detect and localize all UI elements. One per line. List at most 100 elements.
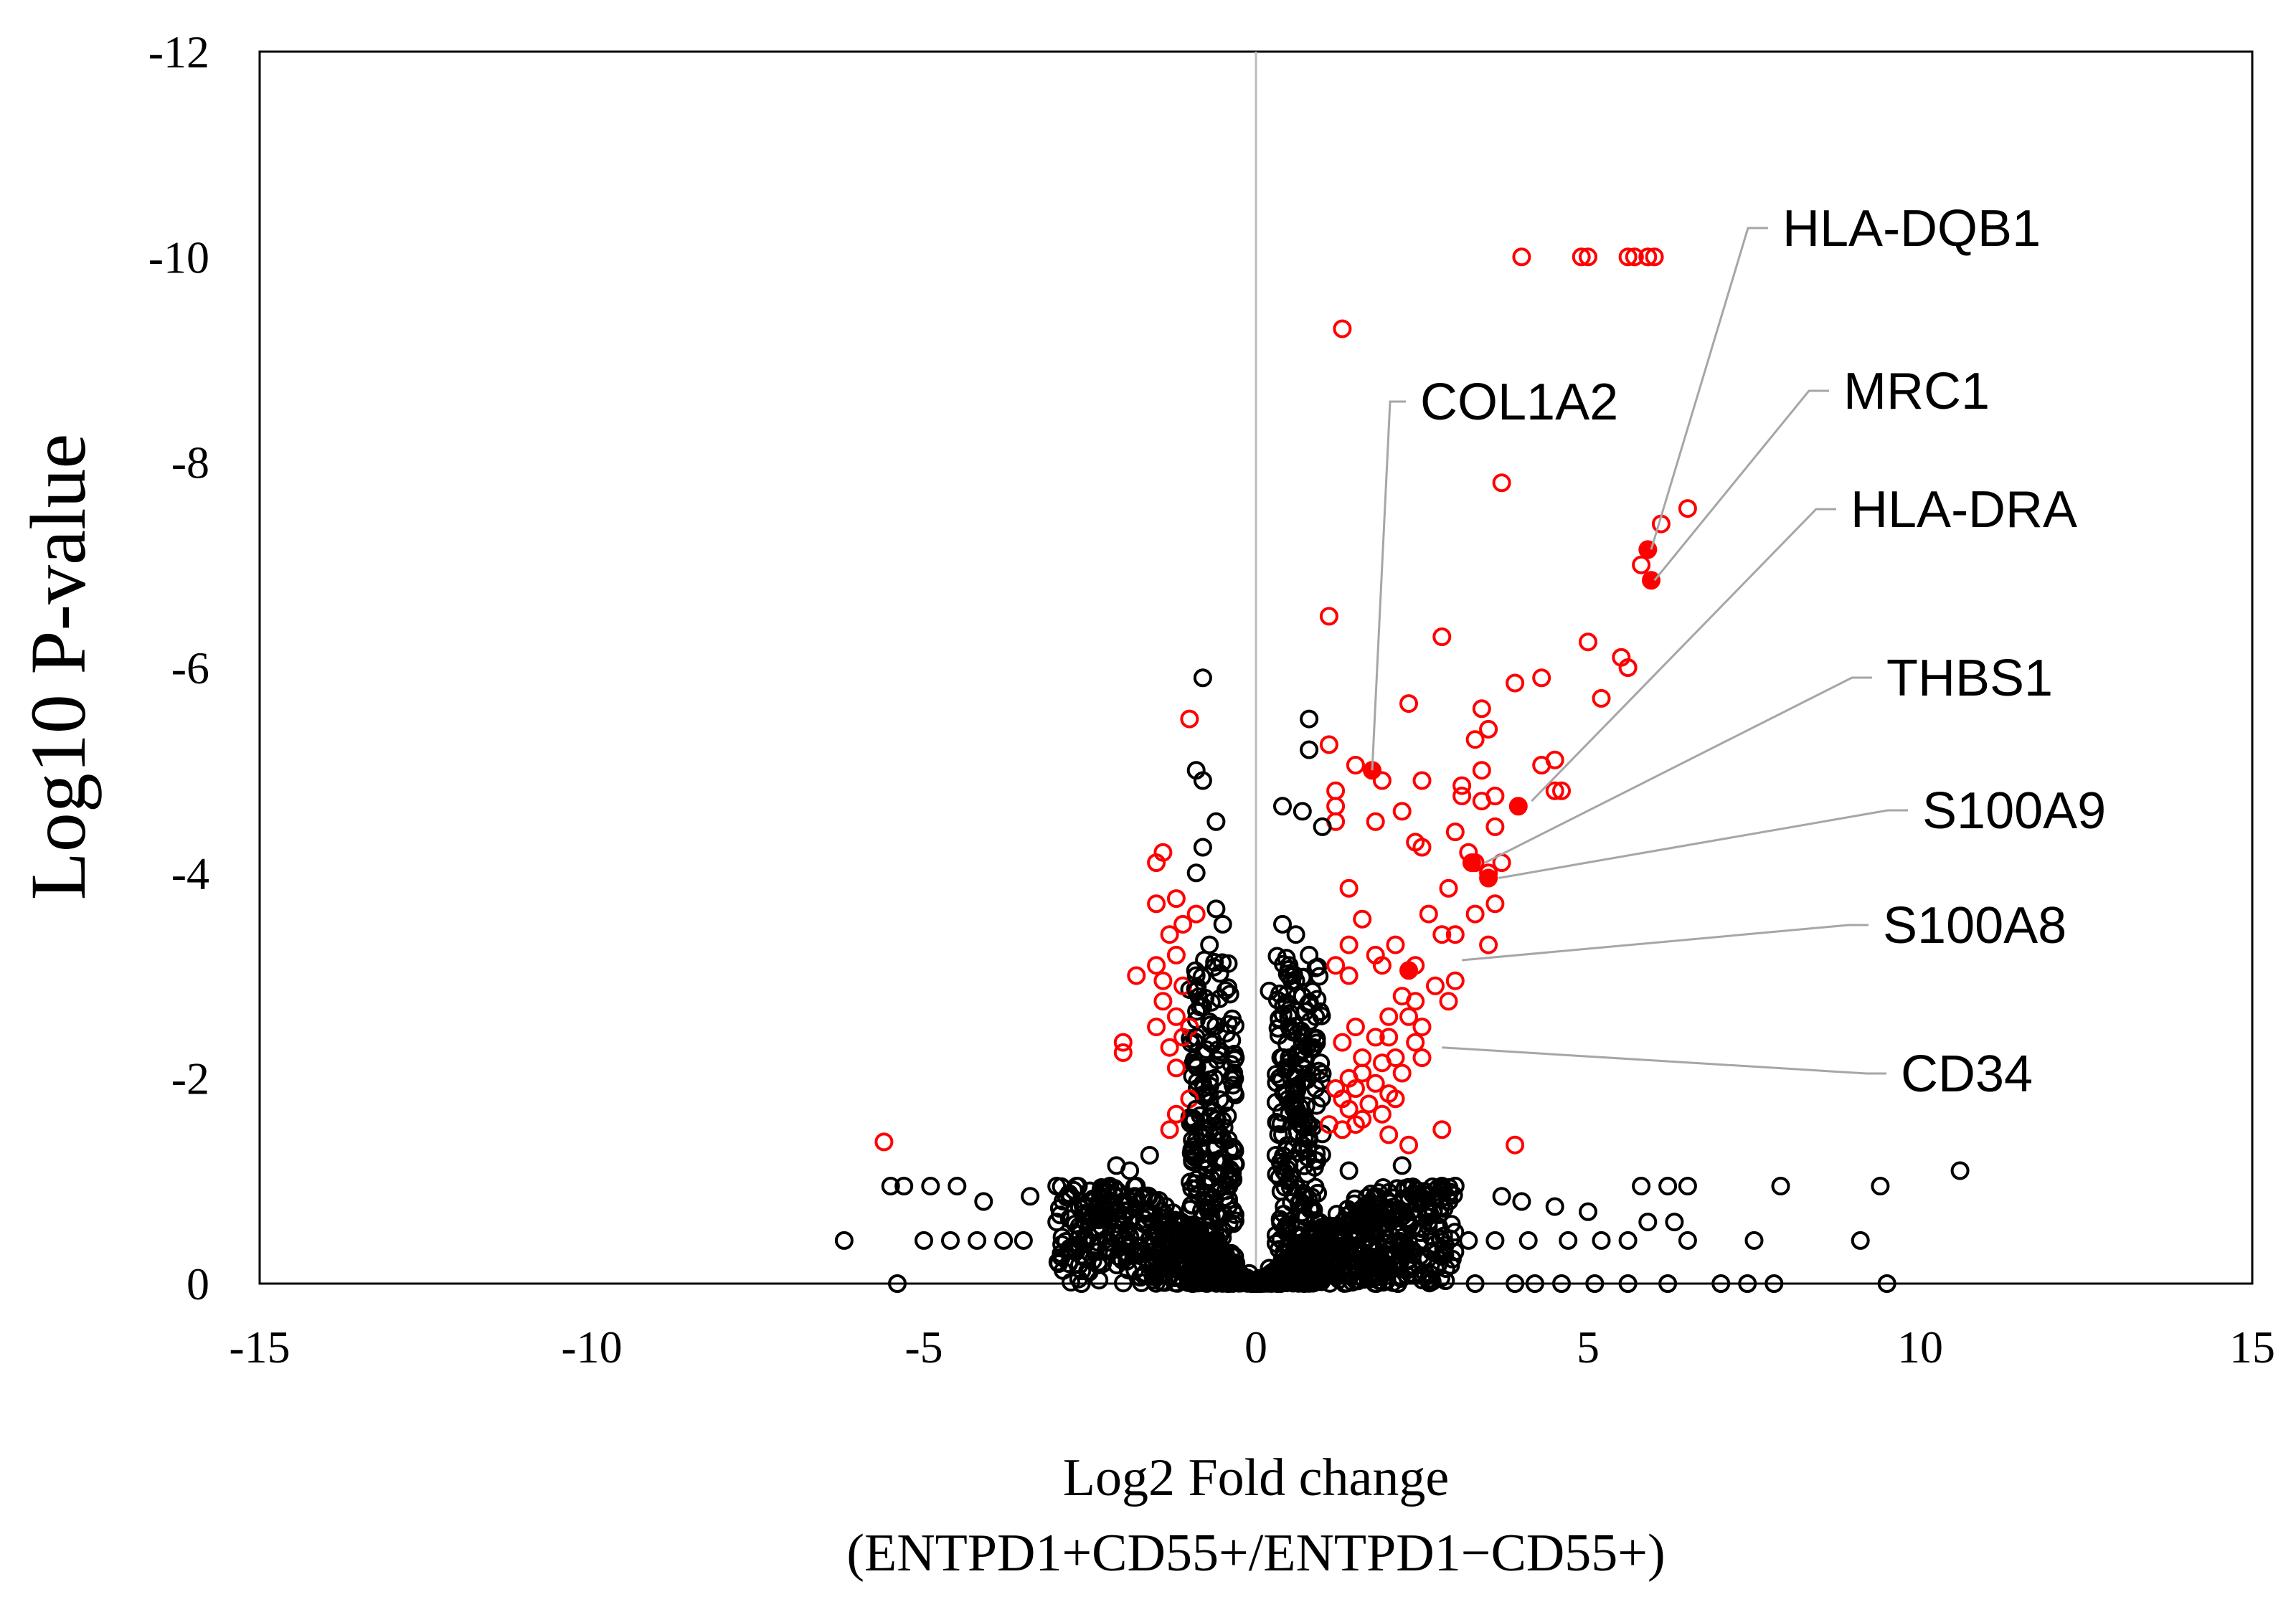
data-point: [1047, 1213, 1067, 1232]
data-point: [1618, 1231, 1638, 1250]
background-point: [1311, 1053, 1331, 1073]
x-tick-label: 5: [1577, 1322, 1600, 1373]
annotation-leader-line: [1484, 676, 1872, 864]
background-point: [1115, 1202, 1135, 1221]
background-point: [1140, 1253, 1159, 1273]
x-tick-label: -10: [561, 1322, 622, 1373]
data-point: [1293, 1033, 1312, 1052]
background-point: [1267, 1165, 1286, 1184]
background-point: [1181, 1172, 1200, 1192]
annotation-leader-line: [1531, 508, 1836, 802]
data-point: [1346, 1018, 1365, 1037]
data-point: [1678, 499, 1697, 518]
data-point: [1300, 1115, 1319, 1134]
data-point: [1286, 925, 1305, 944]
data-point: [1439, 992, 1458, 1011]
data-point: [1147, 956, 1166, 975]
data-point: [1412, 838, 1432, 857]
background-point: [1184, 1111, 1204, 1130]
highlighted-gene-point: [1508, 797, 1528, 816]
gene-label: S100A8: [1883, 897, 2066, 954]
data-point: [1372, 956, 1392, 975]
x-axis-title-line2: (ENTPD1+CD55+/ENTPD1−CD55+): [846, 1524, 1665, 1583]
data-point: [1153, 1213, 1173, 1232]
background-point: [1135, 1210, 1154, 1229]
data-point: [1200, 1120, 1219, 1139]
data-point: [874, 1132, 894, 1152]
data-point: [1280, 1018, 1299, 1037]
gene-label: HLA-DRA: [1851, 481, 2077, 539]
gene-label: HLA-DQB1: [1782, 200, 2041, 257]
data-point: [1319, 607, 1338, 626]
data-point: [881, 1177, 900, 1195]
background-point: [1107, 1256, 1126, 1275]
data-point: [1678, 1177, 1697, 1195]
data-point: [1326, 1218, 1346, 1237]
data-point: [1193, 1238, 1212, 1257]
data-point: [1392, 1063, 1412, 1083]
x-axis-title: Log2 Fold change: [1063, 1449, 1449, 1507]
data-point: [1386, 935, 1405, 954]
data-point: [1465, 904, 1485, 924]
x-tick-label: -15: [229, 1322, 290, 1373]
data-point: [1559, 1231, 1578, 1250]
data-point: [1678, 1231, 1697, 1250]
data-point: [1127, 1177, 1146, 1195]
data-point: [1193, 1043, 1212, 1062]
data-point: [1638, 247, 1658, 267]
background-point: [1386, 1207, 1405, 1226]
data-point: [1738, 1274, 1757, 1293]
y-tick-label: -12: [148, 27, 209, 77]
data-point: [1180, 1223, 1199, 1242]
background-point: [1268, 1114, 1288, 1133]
data-point: [1186, 1099, 1206, 1119]
data-point: [1579, 1202, 1597, 1221]
data-point: [1585, 1274, 1605, 1293]
data-point: [1306, 1079, 1326, 1098]
gene-label: CD34: [1901, 1046, 2033, 1103]
y-tick-label: -10: [148, 232, 209, 283]
data-point: [1166, 1231, 1186, 1250]
data-point: [1339, 1099, 1359, 1119]
background-point: [1384, 1188, 1403, 1208]
background-point: [1191, 1137, 1211, 1157]
data-point: [1300, 945, 1319, 964]
data-point: [1638, 1213, 1658, 1232]
data-point: [1293, 1135, 1312, 1155]
background-point: [1216, 981, 1235, 1000]
data-point: [1465, 730, 1485, 749]
gene-label: S100A9: [1922, 782, 2106, 840]
data-point: [1339, 878, 1359, 898]
background-point: [1201, 1272, 1220, 1291]
background-point: [1341, 1212, 1361, 1231]
background-point: [1125, 1187, 1145, 1206]
data-point: [1632, 1177, 1651, 1195]
data-point: [1419, 1202, 1438, 1221]
x-tick-label: 15: [2229, 1322, 2275, 1373]
data-point: [1074, 1231, 1093, 1250]
data-point: [1353, 1063, 1372, 1083]
data-point: [1445, 823, 1465, 842]
data-point: [1293, 987, 1312, 1006]
data-point: [1206, 899, 1226, 919]
data-point: [941, 1231, 960, 1250]
data-point: [1273, 914, 1292, 934]
data-point: [1273, 1125, 1292, 1144]
data-point: [1618, 247, 1638, 267]
data-point: [974, 1192, 993, 1211]
data-point: [1346, 756, 1365, 774]
data-point: [915, 1231, 933, 1250]
data-point: [1366, 1028, 1385, 1047]
data-point: [1618, 658, 1638, 677]
data-point: [1432, 925, 1452, 944]
background-point: [1092, 1178, 1111, 1197]
background-point: [1288, 1179, 1307, 1198]
data-point: [1286, 1089, 1305, 1109]
data-point: [1711, 1274, 1731, 1293]
data-point: [1200, 1058, 1219, 1078]
data-point: [1579, 247, 1597, 267]
data-point: [1339, 1161, 1359, 1180]
background-point: [1353, 1199, 1372, 1218]
data-point: [1346, 1079, 1365, 1098]
data-point: [1193, 668, 1212, 688]
